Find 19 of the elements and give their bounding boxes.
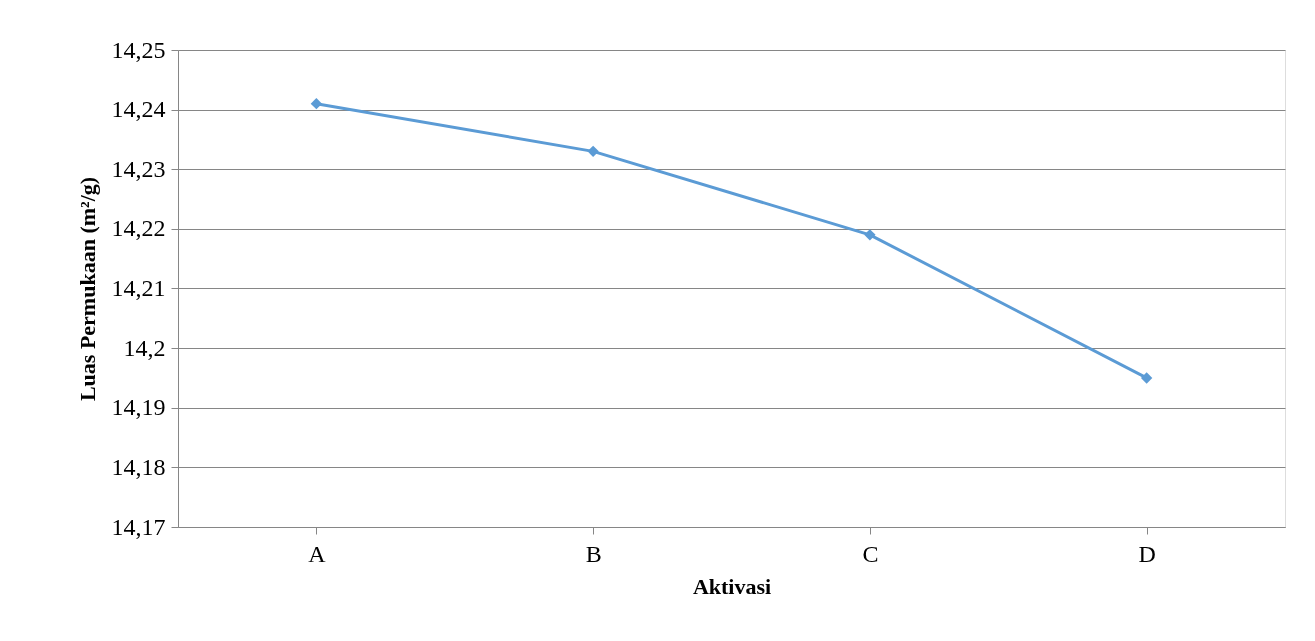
x-tick-label: D: [1138, 540, 1156, 567]
x-axis-title: Aktivasi: [692, 573, 772, 599]
y-tick-label: 14,25: [111, 36, 166, 63]
y-tick-label: 14,22: [111, 215, 166, 242]
y-tick-label: 14,18: [111, 453, 166, 480]
y-tick-label: 14,17: [111, 513, 166, 540]
y-tick-label: 14,24: [111, 96, 166, 123]
point: [310, 97, 323, 110]
x-tick-label: C: [862, 540, 879, 567]
point: [864, 229, 876, 241]
y-axis-title: Luas Permukaan (m²/g): [74, 176, 100, 402]
x-tick-label: B: [585, 540, 602, 567]
x-tick-label: A: [308, 540, 327, 567]
point: [1140, 372, 1153, 384]
y-tick-label: 14,19: [111, 394, 166, 421]
y-tick-label: 14,21: [111, 275, 166, 301]
point: [587, 145, 599, 158]
y-tick-label: 14,2: [123, 334, 166, 361]
y-tick-label: 14,23: [111, 155, 166, 182]
